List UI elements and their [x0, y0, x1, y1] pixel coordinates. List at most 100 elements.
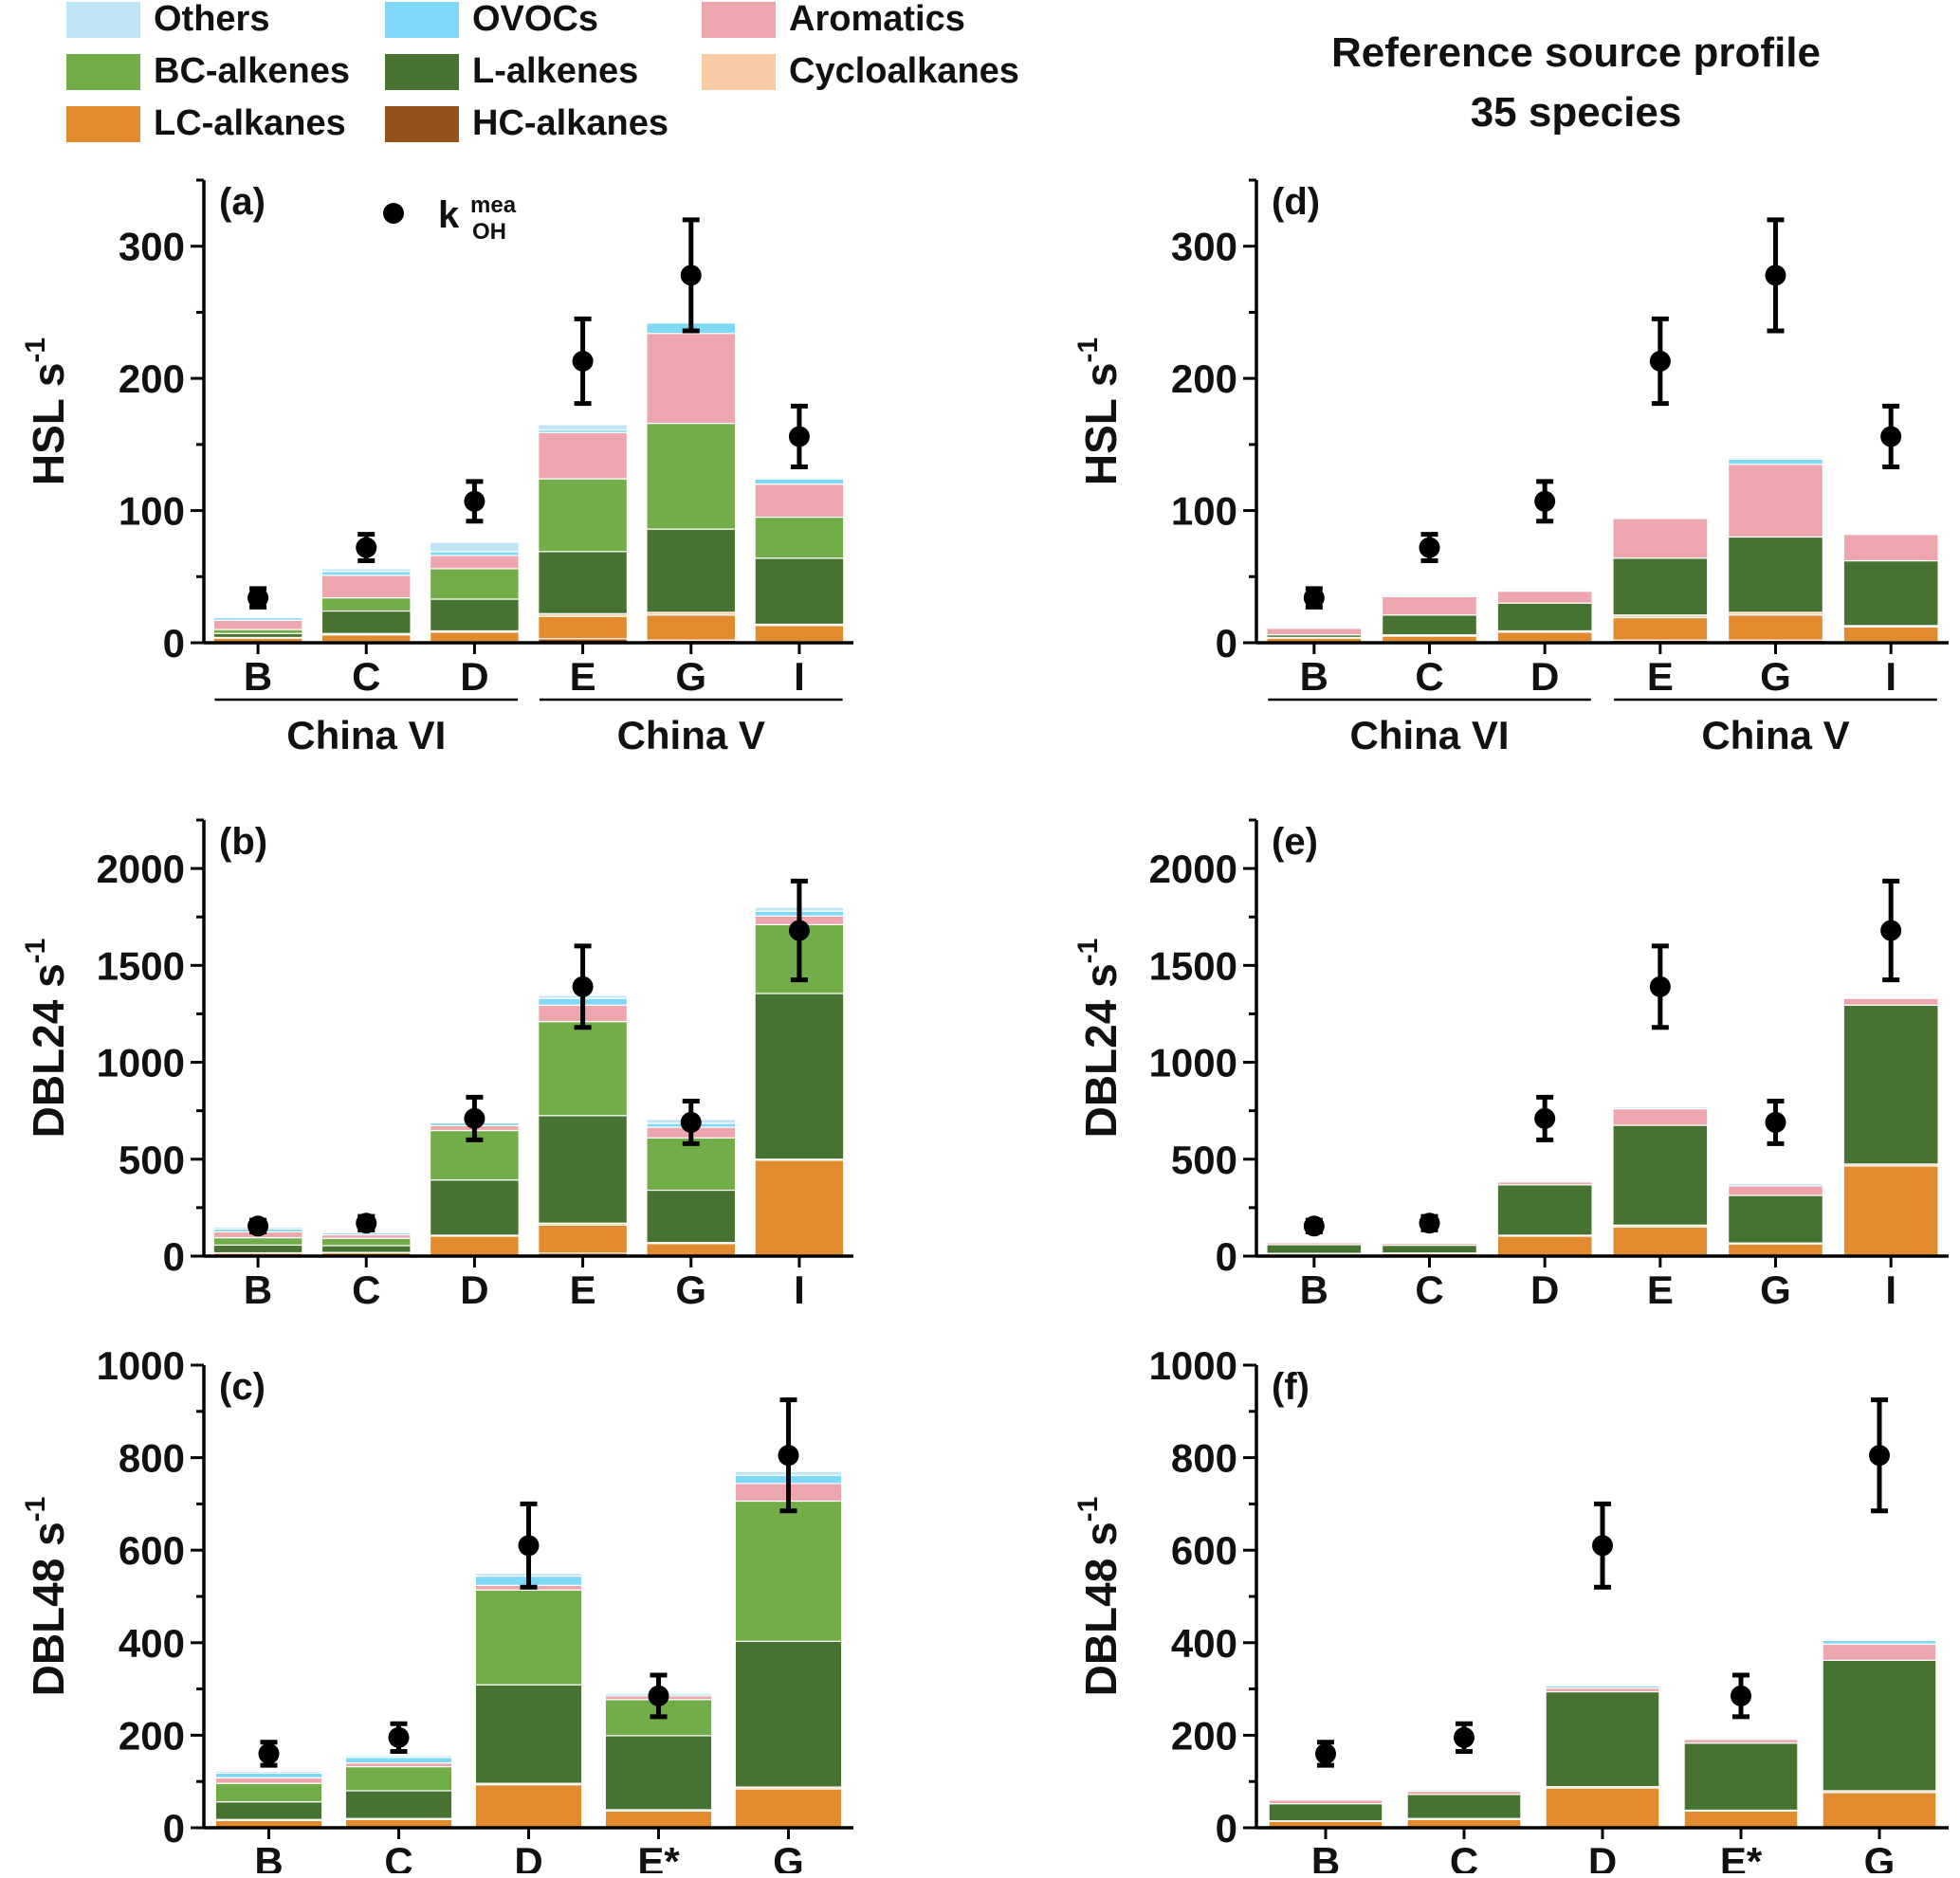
y-tick-label: 1000	[97, 1343, 185, 1388]
bar-segment-bc-alkenes-e	[539, 1022, 628, 1116]
legend-item-others: Others	[66, 0, 269, 39]
bar-segment-l-alkenes-e	[1613, 558, 1708, 615]
bar-segment-lc-alkanes-d	[430, 1236, 520, 1255]
bar-segment-aromatics-d	[430, 556, 520, 569]
y-tick-label: 0	[1216, 1234, 1237, 1279]
x-tick-label: C	[1415, 1267, 1443, 1312]
bar-segment-ovocs-b	[215, 1773, 321, 1778]
measured-point	[1880, 921, 1901, 941]
legend-label: L-alkenes	[472, 51, 638, 91]
bar-segment-l-alkenes-d	[430, 1180, 520, 1235]
y-tick-label: 0	[1216, 621, 1237, 666]
bar-segment-lc-alkanes-d	[475, 1785, 581, 1828]
y-tick-label: 2000	[1149, 847, 1237, 891]
bar-segment-l-alkenes-b	[1267, 1245, 1362, 1253]
bar-segment-lc-alkanes-e	[1613, 1227, 1708, 1255]
x-tick-label: C	[352, 654, 380, 699]
measured-point	[247, 1215, 268, 1236]
y-axis-title-main: DBL48 s	[24, 1522, 73, 1696]
y-axis-title-main: DBL48 s	[1076, 1522, 1126, 1696]
bar-segment-lc-alkanes-c	[321, 635, 411, 642]
bar-segment-others-c	[1407, 1789, 1521, 1790]
marker-legend-label: k	[438, 194, 460, 236]
bar-segment-aromatics-b	[215, 1778, 321, 1783]
bar-segment-aromatics-g	[647, 334, 736, 424]
bar-segment-l-alkenes-d	[1546, 1692, 1659, 1787]
bar-segment-l-alkenes-d	[1497, 1185, 1592, 1235]
panel-label: (c)	[219, 1366, 266, 1408]
bar-segment-ovocs-i	[755, 479, 844, 484]
measured-point	[573, 351, 594, 372]
bar-segment-others-i	[1843, 533, 1938, 534]
x-tick-label: C	[1415, 654, 1443, 699]
bar-segment-bc-alkenes-b	[215, 1783, 321, 1802]
bar-segment-bc-alkenes-c	[321, 1238, 411, 1246]
y-axis-title-sup: -1	[1072, 939, 1104, 964]
x-tick-label: I	[1885, 654, 1896, 699]
bar-segment-others-d	[1497, 589, 1592, 590]
x-tick-label: B	[1300, 1267, 1328, 1312]
bar-segment-others-d	[1546, 1685, 1659, 1686]
bar-segment-bc-alkenes-e	[539, 479, 628, 552]
bar-segment-l-alkenes-g	[1729, 537, 1823, 611]
x-tick-label: D	[514, 1839, 542, 1873]
legend-item-l-alkenes: L-alkenes	[385, 51, 638, 91]
measured-point	[1869, 1445, 1890, 1466]
bar-segment-l-alkenes-c	[345, 1791, 451, 1818]
measured-point	[1420, 538, 1440, 558]
bar-segment-l-alkenes-e	[539, 1116, 628, 1223]
bar-segment-others-b	[1267, 627, 1362, 628]
x-tick-label: G	[675, 1267, 706, 1312]
measured-point	[649, 1686, 669, 1706]
bar-segment-bc-alkenes-i	[755, 518, 844, 558]
measured-point	[789, 426, 810, 447]
y-axis-title-sup: -1	[20, 939, 51, 964]
bar-segment-bc-alkenes-g	[647, 424, 736, 530]
x-tick-label: B	[244, 1267, 272, 1312]
measured-point	[259, 1743, 280, 1764]
bar-segment-lc-alkanes-d	[1497, 1236, 1592, 1255]
y-tick-label: 500	[119, 1138, 185, 1182]
bar-segment-bc-alkenes-d	[430, 569, 520, 599]
bar-segment-l-alkenes-g	[1823, 1660, 1936, 1791]
bar-segment-l-alkenes-e*	[605, 1736, 711, 1810]
measured-point	[1650, 351, 1671, 372]
x-tick-label: G	[675, 654, 706, 699]
y-tick-label: 1000	[1149, 1041, 1237, 1085]
x-tick-label: B	[1311, 1839, 1340, 1873]
bar-segment-aromatics-g	[1729, 1186, 1823, 1195]
legend-swatch	[702, 2, 776, 38]
measured-point	[1315, 1743, 1336, 1764]
x-tick-label: G	[1760, 1267, 1791, 1312]
y-axis-title-sup: -1	[1072, 1497, 1104, 1522]
bar-segment-aromatics-b	[1267, 629, 1362, 635]
x-tick-label: I	[1885, 1267, 1896, 1312]
measured-point	[1880, 426, 1901, 447]
bar-segment-l-alkenes-e*	[1684, 1743, 1798, 1811]
measured-point	[1420, 1212, 1440, 1233]
y-axis-title-sup: -1	[20, 1497, 51, 1522]
panel-label: (e)	[1272, 821, 1318, 863]
legend-item-lc-alkanes: LC-alkanes	[66, 103, 346, 143]
bar-segment-others-b	[215, 1771, 321, 1773]
bar-segment-others-c	[321, 569, 411, 572]
marker-legend-point	[383, 203, 404, 224]
measured-point	[1304, 588, 1325, 609]
bar-segment-others-g	[1823, 1639, 1936, 1640]
bar-segment-lc-alkanes-g	[1823, 1793, 1936, 1828]
measured-point	[789, 921, 810, 941]
bar-segment-l-alkenes-b	[213, 1245, 302, 1252]
x-tick-label: E	[1647, 1267, 1674, 1312]
x-tick-label: G	[1864, 1839, 1896, 1873]
bar-segment-lc-alkanes-i	[1843, 627, 1938, 641]
group-label: China VI	[286, 713, 446, 757]
bar-segment-aromatics-i	[1843, 535, 1938, 561]
y-axis-title: DBL48 s-1	[20, 1497, 73, 1697]
y-tick-label: 100	[119, 489, 185, 534]
y-tick-label: 100	[1171, 489, 1237, 534]
legend-label: OVOCs	[472, 0, 598, 39]
x-tick-label: I	[794, 654, 805, 699]
measured-point	[389, 1727, 410, 1748]
